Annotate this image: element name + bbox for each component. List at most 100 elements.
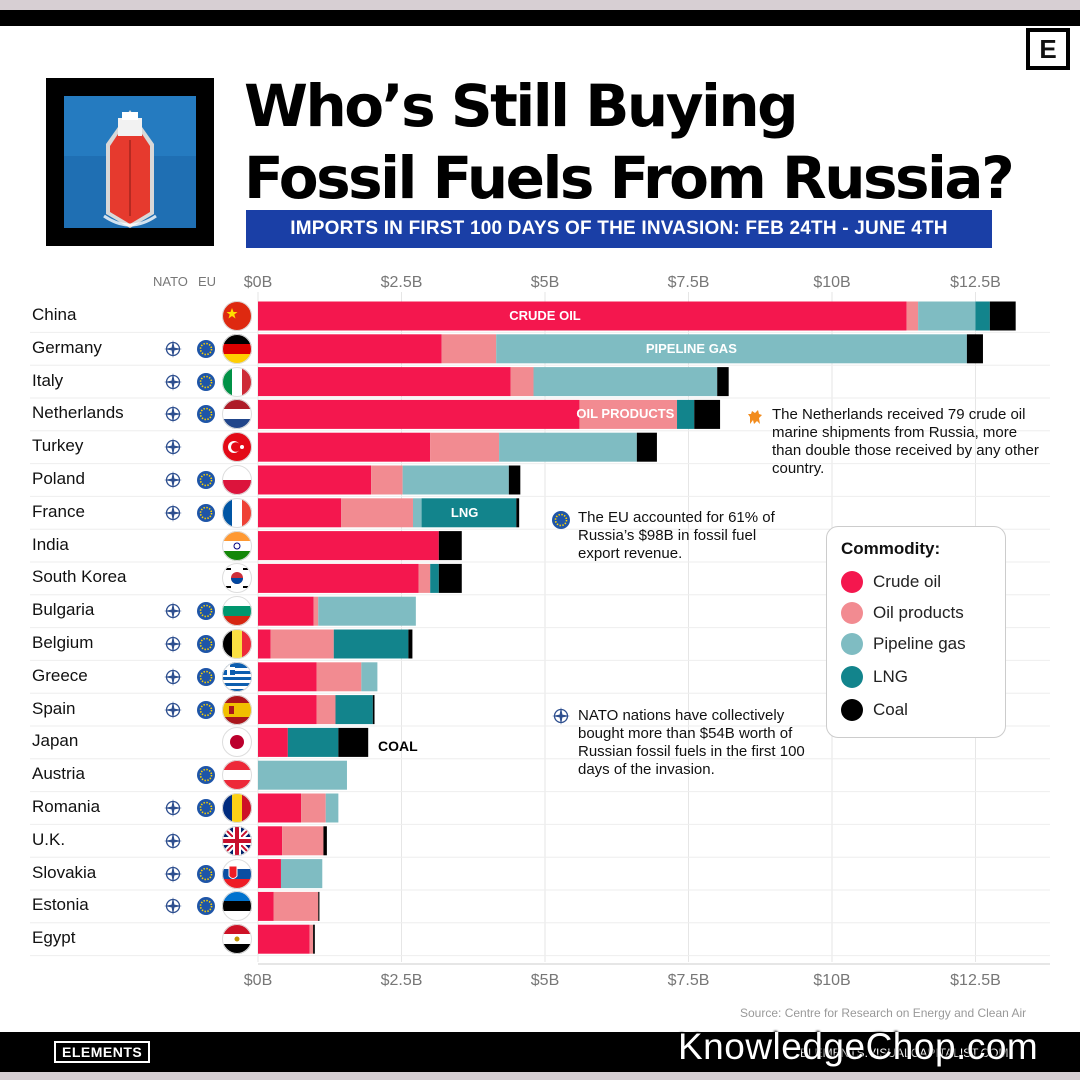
- flag-estonia-icon: [222, 891, 252, 922]
- bar-segment-pipeline-gas: [361, 662, 378, 692]
- nato-member-icon: [164, 700, 182, 719]
- bar-segment-pipeline-gas: [499, 432, 637, 462]
- country-label: Belgium: [32, 633, 94, 652]
- country-label: Austria: [32, 764, 85, 784]
- bar-label: CRUDE OIL: [509, 308, 581, 323]
- x-tick-label: $5B: [530, 972, 560, 989]
- country-label: Germany: [32, 337, 102, 357]
- bar-segment-oil-products: [316, 662, 362, 692]
- chart-title: Who’s Still Buying Fossil Fuels From Rus…: [244, 70, 1044, 214]
- bar-segment-crude-oil: [258, 399, 580, 429]
- bar-segment-crude-oil: [258, 891, 274, 921]
- country-label: U.K.: [32, 829, 66, 849]
- bar-segment-oil-products: [371, 465, 403, 495]
- nato-member-icon: [164, 602, 182, 621]
- x-tick-label: $7.5B: [667, 972, 710, 989]
- bar-segment-coal: [717, 367, 729, 397]
- x-tick-label: $10B: [813, 274, 851, 291]
- bar-segment-lng: [677, 399, 695, 429]
- bar-segment-oil-products: [510, 367, 534, 397]
- note-netherlands: The Netherlands received 79 crude oil ma…: [772, 406, 1039, 477]
- legend-label: Crude oil: [873, 572, 942, 591]
- bar-chart: [30, 292, 1050, 965]
- country-label: Bulgaria: [32, 600, 95, 620]
- flag-india-icon: [222, 530, 252, 561]
- bar-segment-crude-oil: [258, 432, 431, 462]
- nato-member-icon: [164, 831, 182, 850]
- nato-member-icon: [164, 799, 182, 817]
- flag-belgium-icon: [222, 629, 252, 659]
- flag-slovakia-icon: [222, 858, 252, 889]
- dutch-lion-icon: [748, 410, 762, 424]
- x-tick-label: $2.5B: [380, 972, 423, 989]
- country-label: South Korea: [32, 567, 127, 587]
- bar-segment-coal: [989, 301, 1016, 331]
- bar-segment-crude-oil: [258, 465, 372, 495]
- bar-segment-oil-products: [906, 301, 919, 331]
- flag-poland-icon: [222, 465, 252, 495]
- x-tick-label: $2.5B: [380, 274, 423, 291]
- bar-segment-crude-oil: [258, 334, 442, 364]
- bar-segment-coal: [338, 727, 369, 757]
- eu-member-icon: [197, 503, 215, 522]
- bar-segment-coal: [372, 695, 375, 725]
- x-tick-label: $0B: [243, 972, 273, 989]
- eu-member-icon: [197, 700, 215, 719]
- eu-member-icon: [197, 799, 215, 817]
- bar-segment-crude-oil: [258, 662, 317, 692]
- title-line-2: Fossil Fuels From Russia?: [244, 144, 1015, 212]
- bar-segment-lng: [975, 301, 990, 331]
- bar-segment-pipeline-gas: [325, 793, 339, 823]
- bar-segment-oil-products: [309, 924, 314, 954]
- bar-segment-oil-products: [430, 432, 500, 462]
- bar-segment-lng: [421, 498, 517, 528]
- bar-segment-crude-oil: [258, 498, 342, 528]
- eu-column-header: EU: [198, 274, 217, 289]
- flag-romania-icon: [222, 793, 252, 823]
- country-label: India: [32, 534, 69, 554]
- country-label: Turkey: [32, 436, 84, 456]
- elements-logo-icon: E: [1026, 28, 1070, 70]
- title-line-1: Who’s Still Buying: [244, 72, 799, 140]
- eu-member-icon: [197, 602, 215, 621]
- bar-segment-lng: [335, 695, 373, 725]
- swatch-coal: [841, 699, 863, 721]
- country-label: France: [32, 501, 85, 521]
- bar-segment-crude-oil: [258, 859, 281, 889]
- bar-segment-crude-oil: [258, 531, 439, 561]
- bar-segment-oil-products: [282, 826, 324, 856]
- nato-member-icon: [164, 339, 182, 358]
- bar-segment-oil-products: [313, 596, 319, 626]
- nato-member-icon: [164, 471, 182, 489]
- bar-segment-pipeline-gas: [402, 465, 509, 495]
- country-label: Poland: [32, 469, 85, 488]
- bar-label: LNG: [450, 504, 479, 520]
- bar-segment-coal: [966, 334, 983, 364]
- nato-compass-icon: [552, 707, 570, 725]
- legend-item-coal: Coal: [841, 697, 908, 723]
- bar-segment-oil-products: [418, 563, 431, 593]
- bar-segment-oil-products: [579, 399, 678, 429]
- eu-member-icon: [197, 667, 215, 686]
- swatch-lng: [841, 666, 863, 688]
- note-nato: NATO nations have collectively bought mo…: [578, 707, 805, 778]
- legend-item-pipeline-gas: Pipeline gas: [841, 631, 966, 657]
- bar-segment-pipeline-gas: [496, 334, 967, 364]
- bar-segment-oil-products: [341, 498, 413, 528]
- bar-segment-crude-oil: [258, 563, 419, 593]
- flag-south-korea-icon: [222, 563, 252, 594]
- bar-segment-oil-products: [273, 891, 319, 921]
- bar-segment-coal: [438, 531, 462, 561]
- country-label: Greece: [32, 665, 88, 685]
- bar-segment-coal: [313, 924, 315, 954]
- bar-segment-oil-products: [441, 334, 497, 364]
- nato-member-icon: [164, 635, 182, 653]
- bar-segment-crude-oil: [258, 629, 271, 659]
- flag-netherlands-icon: [222, 399, 252, 430]
- bar-segment-crude-oil: [258, 695, 317, 725]
- flag-france-icon: [222, 497, 252, 528]
- bar-segment-crude-oil: [258, 924, 310, 954]
- flag-germany-icon: [222, 333, 252, 364]
- legend-label: Oil products: [873, 603, 964, 622]
- swatch-oil-products: [841, 602, 863, 624]
